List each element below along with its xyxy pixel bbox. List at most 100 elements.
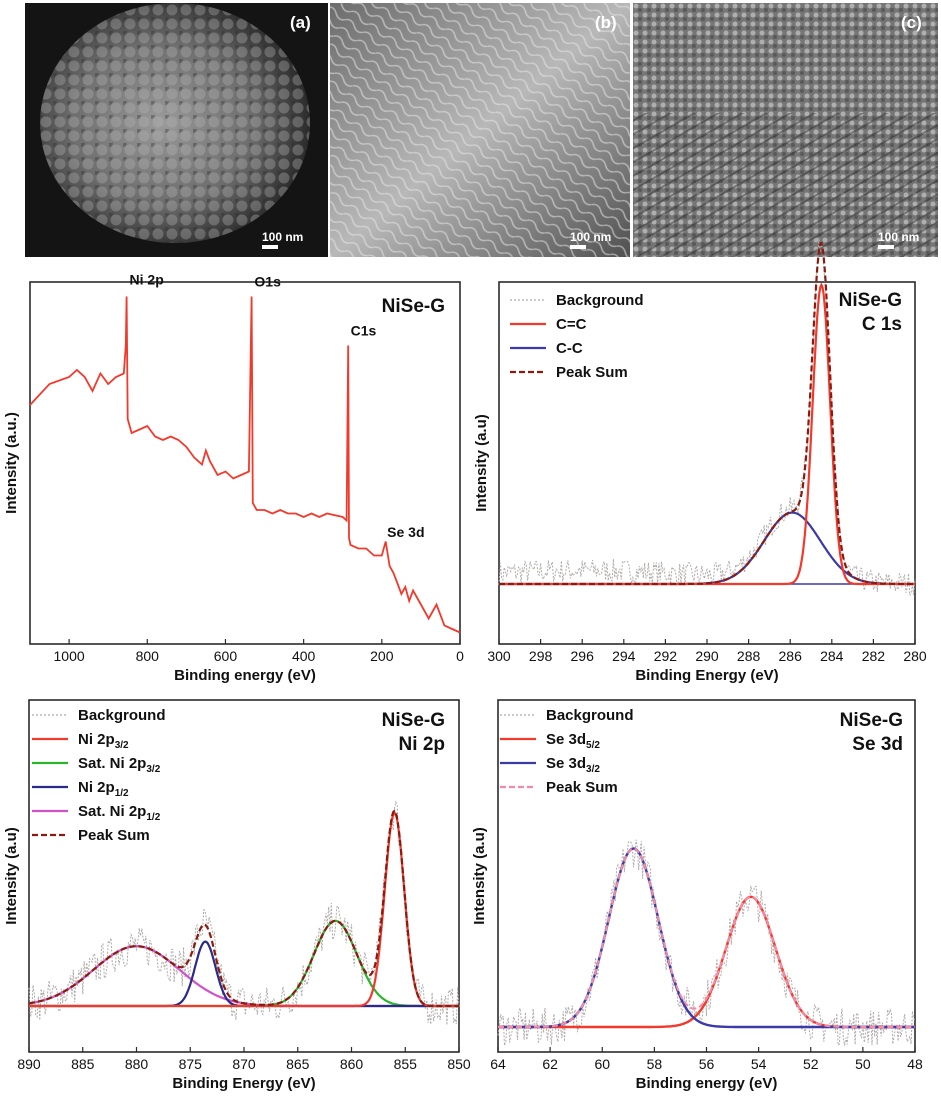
scale-bar-b: 100 nm bbox=[570, 230, 611, 249]
panel-title: Ni 2p bbox=[399, 734, 445, 755]
panel-label-c: (c) bbox=[901, 13, 922, 32]
x-tick-label: 54 bbox=[751, 1056, 767, 1072]
x-tick-label: 1000 bbox=[54, 648, 85, 664]
sem-image-b: (b) 100 nm bbox=[330, 3, 630, 257]
legend-label: Background bbox=[546, 707, 634, 724]
peak-sum-curve bbox=[28, 809, 459, 1008]
x-tick-label: 282 bbox=[862, 648, 886, 664]
scale-bar-line-b bbox=[570, 245, 586, 249]
legend-label-text: Se 3d bbox=[546, 755, 586, 772]
legend-label: Se 3d3/2 bbox=[546, 755, 600, 775]
peak-annotation: Se 3d bbox=[387, 524, 424, 540]
x-tick-label: 855 bbox=[394, 1056, 418, 1072]
peak-annotation: O1s bbox=[254, 274, 281, 290]
c-c-fit-curve bbox=[499, 511, 915, 586]
x-tick-label: 56 bbox=[699, 1056, 715, 1072]
x-axis-title: Binding energy (eV) bbox=[174, 667, 316, 684]
x-tick-label: 58 bbox=[647, 1056, 663, 1072]
x-tick-label: 50 bbox=[855, 1056, 871, 1072]
x-tick-label: 875 bbox=[179, 1056, 203, 1072]
x-axis-title: Binding Energy (eV) bbox=[172, 1075, 315, 1092]
sem-texture-c bbox=[633, 3, 938, 257]
legend-label-text: Background bbox=[546, 707, 634, 724]
x-tick-label: 600 bbox=[214, 648, 238, 664]
legend-label-subscript: 3/2 bbox=[586, 764, 600, 775]
plot-frame bbox=[29, 281, 461, 645]
sem-image-a: (a) 100 nm bbox=[25, 3, 328, 257]
scale-bar-c: 100 nm bbox=[878, 230, 919, 249]
xps-se3d-chart: 64 62 60 58 56 54 52 50 48 Binding energy (eV) Int… bbox=[471, 699, 923, 1092]
sat-ni-2p32-fit-curve bbox=[29, 919, 459, 1008]
x-axis-title: Binding energy (eV) bbox=[636, 1075, 778, 1092]
x-tick-label: 298 bbox=[529, 648, 553, 664]
x-tick-label: 48 bbox=[907, 1056, 923, 1072]
panel-label-b: (b) bbox=[595, 13, 617, 32]
legend-label-text: Ni 2p bbox=[78, 779, 115, 796]
panel-label-a: (a) bbox=[290, 13, 311, 32]
legend-label-text: Background bbox=[78, 707, 166, 724]
legend-label: Ni 2p1/2 bbox=[78, 779, 129, 799]
y-axis-title: Intensity (a.u) bbox=[473, 414, 490, 512]
panel-title: NiSe-G bbox=[840, 710, 903, 731]
legend-label-text: C-C bbox=[556, 340, 583, 357]
legend-label-text: Ni 2p bbox=[78, 731, 115, 748]
scale-bar-label-c: 100 nm bbox=[878, 230, 920, 244]
peak-sum-curve bbox=[498, 847, 915, 1028]
xps-c1s-chart: 300 298 296 294 292 290 288 286 284 282 280 Binding… bbox=[473, 237, 927, 684]
legend-label-text: Peak Sum bbox=[78, 827, 150, 844]
x-tick-label: 60 bbox=[594, 1056, 610, 1072]
sem-image-c: (c) 100 nm bbox=[633, 3, 938, 257]
scale-bar-label-a: 100 nm bbox=[262, 230, 304, 244]
x-tick-label: 52 bbox=[803, 1056, 819, 1072]
legend-label: Sat. Ni 2p3/2 bbox=[78, 755, 161, 775]
panel-title: NiSe-G bbox=[382, 710, 445, 731]
legend-label-text: Sat. Ni 2p bbox=[78, 755, 146, 772]
legend-label-text: Peak Sum bbox=[546, 779, 618, 796]
legend-label: Peak Sum bbox=[556, 364, 628, 381]
legend-label-subscript: 3/2 bbox=[115, 740, 129, 751]
x-tick-label: 290 bbox=[695, 648, 719, 664]
panel-title: C 1s bbox=[862, 314, 902, 335]
legend-label-text: Background bbox=[556, 292, 644, 309]
legend-label: Sat. Ni 2p1/2 bbox=[78, 803, 161, 823]
x-tick-label: 288 bbox=[737, 648, 761, 664]
legend-label: Ni 2p3/2 bbox=[78, 731, 129, 751]
legend-label: Peak Sum bbox=[546, 779, 618, 796]
legend-label-subscript: 1/2 bbox=[146, 812, 160, 823]
background-trace bbox=[28, 800, 460, 1026]
legend-label-subscript: 3/2 bbox=[146, 764, 160, 775]
x-tick-label: 880 bbox=[125, 1056, 149, 1072]
scale-bar-label-b: 100 nm bbox=[570, 230, 612, 244]
y-axis-title: Intensity (a.u) bbox=[3, 827, 20, 925]
survey-spectrum-line bbox=[29, 296, 461, 634]
plot-frame bbox=[498, 281, 916, 645]
xps-ni2p-chart: 890 885 880 875 870 865 860 855 850 Binding Energ… bbox=[3, 699, 471, 1092]
legend-label: C=C bbox=[556, 316, 587, 333]
scale-bar-line-c bbox=[878, 245, 894, 249]
legend-label-text: C=C bbox=[556, 316, 587, 333]
x-tick-label: 280 bbox=[903, 648, 927, 664]
panel-title: NiSe-G bbox=[382, 296, 445, 317]
peak-annotation: Ni 2p bbox=[130, 272, 164, 288]
x-axis-title: Binding Energy (eV) bbox=[635, 667, 778, 684]
peak-annotation: C1s bbox=[351, 323, 377, 339]
legend-label-subscript: 1/2 bbox=[115, 788, 129, 799]
x-tick-label: 400 bbox=[292, 648, 316, 664]
x-tick-label: 300 bbox=[487, 648, 511, 664]
legend-label-text: Se 3d bbox=[546, 731, 586, 748]
legend-label: Background bbox=[78, 707, 166, 724]
legend-label-text: Peak Sum bbox=[556, 364, 628, 381]
legend-label: C-C bbox=[556, 340, 583, 357]
background-trace bbox=[497, 839, 916, 1047]
panel-title: Se 3d bbox=[852, 734, 903, 755]
legend-label-subscript: 5/2 bbox=[586, 740, 600, 751]
legend-label-text: Sat. Ni 2p bbox=[78, 803, 146, 820]
x-tick-label: 294 bbox=[612, 648, 636, 664]
x-tick-label: 885 bbox=[71, 1056, 95, 1072]
legend-label: Peak Sum bbox=[78, 827, 150, 844]
x-tick-label: 860 bbox=[340, 1056, 364, 1072]
x-tick-label: 850 bbox=[447, 1056, 471, 1072]
sem-texture-b bbox=[330, 3, 630, 257]
x-tick-label: 800 bbox=[136, 648, 160, 664]
xps-survey-chart: 1000 800 600 400 200 0 Binding energy (eV) Inte… bbox=[3, 272, 464, 685]
